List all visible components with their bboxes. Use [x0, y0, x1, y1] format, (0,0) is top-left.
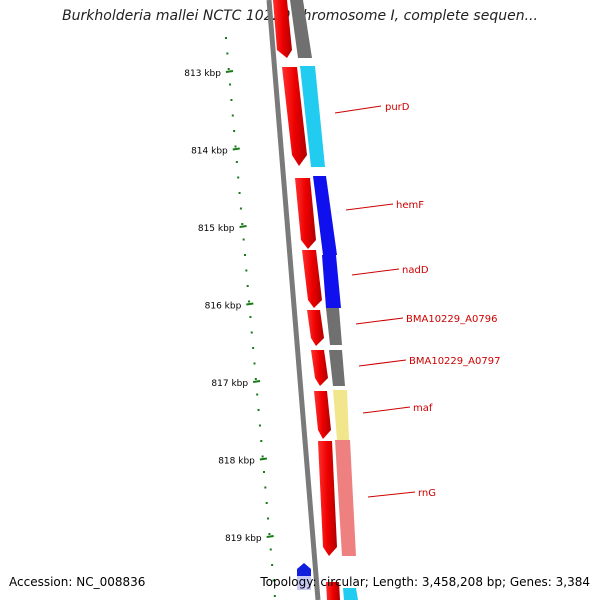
ruler-dot [241, 223, 244, 225]
ruler-dot [256, 393, 259, 396]
ruler-dot [250, 331, 253, 334]
leader-BMA10229_A0797 [358, 359, 407, 367]
ruler-dot [248, 300, 251, 303]
ruler-dot [245, 269, 248, 272]
genome-summary: Topology: circular; Length: 3,458,208 bp… [260, 575, 590, 589]
gene-label-BMA10229_A0796[interactable]: BMA10229_A0796 [406, 314, 497, 325]
ruler-dot [272, 579, 275, 582]
leader-hemF [345, 203, 394, 211]
ruler-dot [253, 362, 256, 365]
gene-label-BMA10229_A0797[interactable]: BMA10229_A0797 [409, 356, 500, 367]
ruler-tick-label: 815 kbp [198, 224, 235, 234]
gene-block-rnG [335, 440, 356, 556]
frame-arrow [326, 582, 340, 600]
gene-label-hemF[interactable]: hemF [396, 200, 424, 211]
gene-blocks [300, 66, 358, 600]
gene-label-rnG[interactable]: rnG [418, 488, 436, 499]
gene-block-nadD [322, 255, 341, 308]
ruler-dot [242, 238, 245, 241]
ruler-dot [271, 564, 274, 566]
gene-block-hemF [313, 176, 337, 255]
ruler-major-tick [252, 380, 261, 383]
ruler-major-tick [239, 225, 247, 228]
ruler-tick-label: 817 kbp [211, 379, 248, 389]
leader-purD [334, 105, 382, 114]
leader-nadD [351, 268, 400, 276]
ruler-dot [257, 409, 260, 411]
ruler-dot [239, 207, 242, 210]
ruler-major-tick [225, 70, 234, 73]
ruler-dot [273, 595, 276, 597]
chromosome-backbone [266, 0, 321, 600]
ruler-tick-label: 814 kbp [191, 147, 228, 157]
frame-arrow [314, 391, 331, 439]
ruler-dot [252, 347, 255, 349]
gene-leader-lines [334, 105, 416, 498]
ruler-tick-label: 816 kbp [205, 302, 242, 312]
ruler-dot [268, 533, 271, 535]
gene-label-nadD[interactable]: nadD [402, 265, 429, 276]
gene-block-top [290, 0, 312, 58]
gene-label-purD[interactable]: purD [385, 102, 410, 113]
ruler-tick-label: 819 kbp [225, 534, 262, 544]
leader-maf [362, 406, 411, 414]
ruler-dot [234, 145, 237, 148]
leader-BMA10229_A0796 [355, 317, 404, 325]
position-marker-stem [297, 576, 311, 590]
ruler-dot [230, 99, 233, 101]
ruler-dot [233, 130, 236, 132]
ruler-dot [238, 192, 241, 194]
ruler-major-tick [232, 147, 240, 151]
ruler-major-tick [266, 535, 274, 538]
ruler-tick-label: 813 kbp [184, 69, 221, 79]
ruler-dot [258, 424, 261, 427]
frame-arrows [273, 0, 340, 600]
ruler-dot [269, 548, 272, 551]
frame-arrow [295, 178, 316, 249]
ruler-dot [249, 316, 252, 318]
ruler-dot [237, 176, 240, 179]
ruler-dot [260, 440, 263, 442]
ruler-dot [243, 254, 246, 256]
ruler-dot [231, 114, 234, 117]
ruler-dot [261, 455, 264, 458]
ruler-dot [246, 285, 249, 287]
ruler-dot [226, 52, 229, 55]
ruler-major-tick [246, 302, 254, 306]
ruler-tick-label: 818 kbp [218, 457, 255, 467]
kbp-ruler: 813 kbp 814 kbp 815 kbp 816 kbp 817 kbp 818 k… [184, 37, 276, 597]
frame-arrow [273, 0, 292, 58]
gene-block-BMA10229_A0796 [326, 308, 342, 345]
frame-arrow [307, 310, 324, 346]
ruler-dot [262, 471, 265, 473]
ruler-dot [227, 68, 230, 70]
ruler-dot [229, 83, 232, 86]
frame-arrow [318, 441, 337, 556]
ruler-dot [225, 37, 227, 39]
ruler-dot [235, 161, 238, 163]
ruler-major-tick [259, 457, 268, 461]
gene-block-BMA10229_A0797 [329, 350, 345, 386]
position-marker-icon[interactable] [297, 563, 311, 576]
ruler-dot [267, 517, 270, 520]
ruler-dot [264, 486, 267, 489]
leader-rnG [367, 491, 416, 498]
frame-arrow [302, 250, 322, 308]
ruler-dot [254, 378, 257, 380]
frame-arrow [311, 350, 328, 386]
gene-label-maf[interactable]: maf [413, 403, 433, 414]
gene-labels: purD hemF nadD BMA10229_A0796 BMA10229_A… [385, 102, 500, 499]
ruler-dot [265, 502, 268, 504]
accession-label: Accession: NC_008836 [9, 575, 146, 589]
gene-block-maf [333, 390, 349, 440]
frame-arrow [282, 67, 307, 166]
gene-block-purD [300, 66, 325, 167]
gene-block-bottom [343, 588, 358, 600]
